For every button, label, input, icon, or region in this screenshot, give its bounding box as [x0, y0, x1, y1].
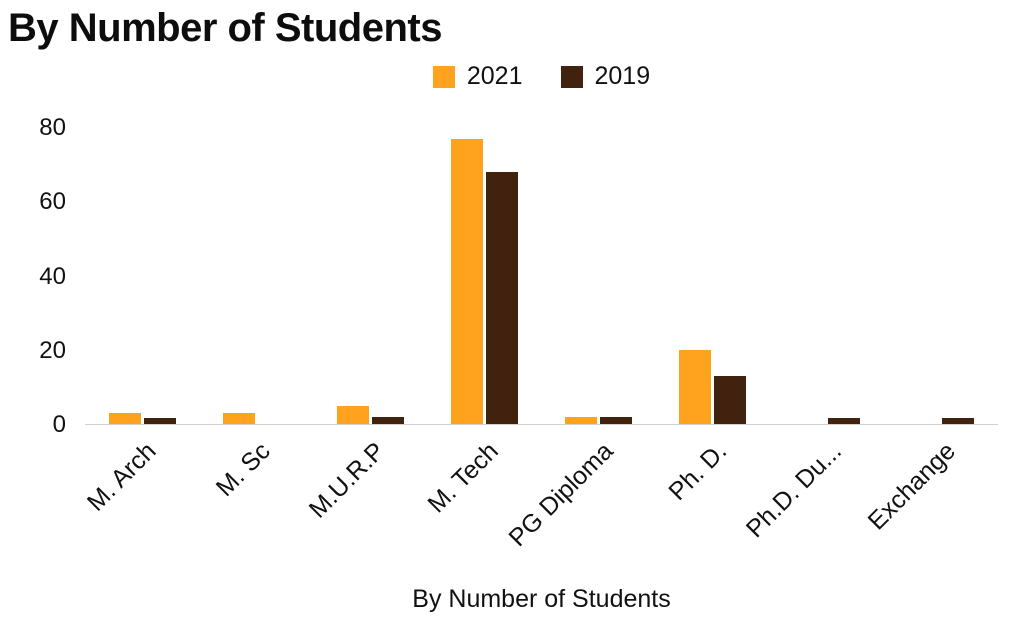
plot-area [85, 128, 998, 425]
bar-2019 [942, 418, 975, 424]
x-label-cell: M.U.R.P [304, 427, 427, 567]
bar-2019 [485, 172, 518, 424]
bar-2021 [222, 412, 255, 424]
y-tick-label: 0 [52, 411, 66, 438]
x-axis-labels: M. Arch M. Sc M.U.R.P M. Tech PG Diploma Ph. … [82, 427, 998, 567]
legend-item-2021[interactable]: 2021 [432, 62, 523, 91]
legend-swatch [432, 65, 455, 88]
bar-2021 [108, 412, 141, 424]
bar-2021 [679, 350, 712, 424]
bar-group [770, 128, 884, 424]
x-tick-label: M. Arch [82, 437, 162, 517]
x-label-cell: M. Sc [199, 427, 313, 567]
legend-label: 2021 [466, 62, 523, 90]
x-label-cell: PG Diploma [503, 427, 656, 567]
x-label-cell: Ph.D. Du... [740, 427, 884, 567]
bar-2019 [600, 416, 633, 424]
x-tick-label: M. Sc [210, 437, 276, 502]
bar-2019 [714, 375, 747, 424]
bar-2019 [143, 418, 176, 424]
bar-group [199, 128, 313, 424]
legend: 2021 2019 [85, 62, 998, 91]
y-tick-label: 20 [39, 336, 66, 364]
bar-group [313, 128, 427, 424]
bar-2019 [828, 418, 861, 424]
bar-group [542, 128, 656, 424]
bar-group [884, 128, 998, 424]
x-axis-title: By Number of Students [412, 585, 671, 613]
bar-group [85, 128, 199, 424]
bar-group [427, 128, 541, 424]
chart-title: By Number of Students [8, 6, 442, 50]
x-label-cell: Exchange [862, 427, 998, 567]
x-label-cell: Ph. D. [656, 427, 770, 567]
bar-2019 [371, 416, 404, 424]
x-tick-label: M.U.R.P [303, 437, 391, 524]
bar-2021 [565, 416, 598, 424]
legend-swatch [560, 65, 583, 88]
bar-group [656, 128, 770, 424]
bar-2021 [336, 405, 369, 424]
bar-2021 [450, 139, 483, 424]
legend-item-2019[interactable]: 2019 [560, 62, 651, 91]
x-label-cell: M. Arch [82, 427, 199, 567]
y-tick-label: 40 [39, 262, 66, 290]
y-tick-label: 60 [39, 188, 66, 216]
y-tick-label: 80 [39, 114, 66, 141]
legend-label: 2019 [594, 62, 651, 90]
x-tick-label: Ph. D. [663, 437, 733, 506]
x-tick-label: M. Tech [422, 437, 505, 519]
y-axis: 0 20 40 60 80 [0, 116, 72, 437]
